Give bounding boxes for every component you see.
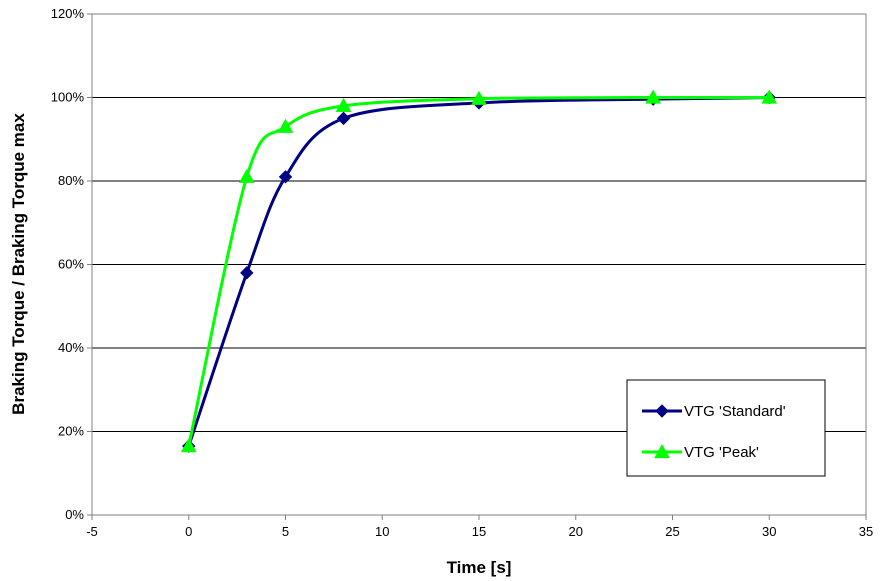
x-tick-label: 25 [665,524,679,539]
y-tick-label: 80% [58,173,84,188]
y-tick-label: 20% [58,424,84,439]
legend-item: VTG 'Standard' [642,403,786,420]
x-tick-label: -5 [86,524,98,539]
diamond-marker [240,266,254,280]
legend-label: VTG 'Peak' [684,444,759,461]
triangle-marker [471,90,487,105]
y-tick-label: 120% [51,6,85,21]
triangle-marker [238,168,255,183]
x-axis-ticks: -5 0 5 10 15 20 25 30 35 [86,515,873,539]
legend: VTG 'Standard' VTG 'Peak' [626,379,826,477]
legend-box [626,379,826,477]
x-tick-label: 0 [185,524,192,539]
x-tick-label: 20 [569,524,583,539]
y-axis-title: Braking Torque / Braking Torque max [9,113,28,415]
diamond-marker [336,111,351,126]
x-axis-title: Time [s] [447,558,512,577]
x-tick-label: 35 [859,524,873,539]
legend-marker [654,443,670,459]
y-tick-label: 0% [65,507,84,522]
diamond-marker [278,170,293,184]
legend-label: VTG 'Standard' [684,403,786,420]
triangle-marker [761,89,778,104]
y-axis-ticks: 0% 20% 40% 60% 80% 100% 120% [51,6,92,522]
triangle-marker [335,97,352,112]
triangle-marker [277,118,294,133]
triangle-marker [645,89,661,104]
series-layer [180,89,778,453]
triangle-marker [180,438,197,453]
x-tick-label: 30 [762,524,776,539]
legend-item: VTG 'Peak' [642,443,759,461]
y-tick-label: 60% [58,257,84,272]
x-tick-label: 15 [472,524,486,539]
x-tick-label: 5 [282,524,289,539]
y-tick-label: 100% [51,90,85,105]
series-peak [180,89,778,453]
x-tick-label: 10 [375,524,389,539]
y-tick-label: 40% [58,340,84,355]
legend-marker [655,404,669,418]
